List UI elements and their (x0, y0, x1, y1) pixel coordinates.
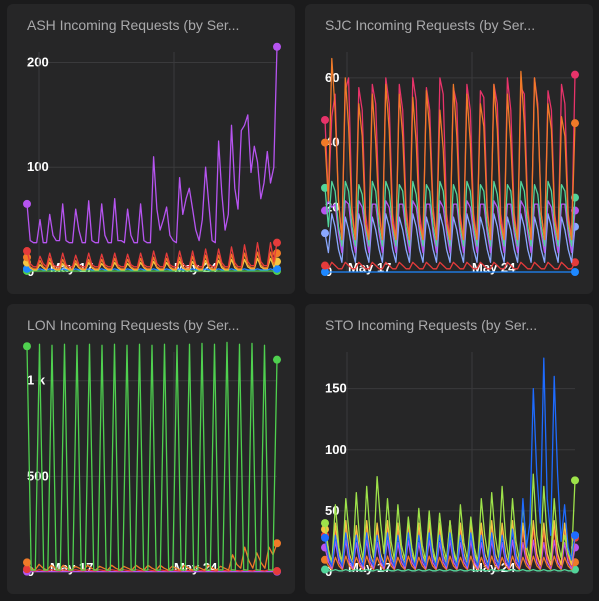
series-end-point[interactable] (571, 258, 579, 267)
y-tick-label: 100 (27, 159, 49, 174)
sto-chart-panel: STO Incoming Requests (by Ser... 0 50 100 1… (305, 304, 593, 594)
series-line[interactable] (324, 261, 576, 270)
series-line[interactable] (324, 213, 576, 263)
series-line[interactable] (26, 543, 278, 571)
series-end-point[interactable] (571, 476, 579, 485)
series-line[interactable] (26, 251, 278, 270)
series-line[interactable] (324, 180, 576, 247)
series-end-point[interactable] (571, 70, 579, 79)
series-end-point[interactable] (273, 355, 281, 364)
series-end-point[interactable] (273, 42, 281, 51)
chart-title: ASH Incoming Requests (by Ser... (27, 17, 240, 33)
series-start-point[interactable] (321, 525, 329, 534)
series-start-point[interactable] (321, 229, 329, 238)
series-start-point[interactable] (321, 115, 329, 124)
series-start-point[interactable] (321, 533, 329, 542)
series-line[interactable] (26, 46, 278, 244)
series-line[interactable] (26, 341, 278, 571)
x-tick-label: May 24 (472, 260, 516, 275)
sjc-chart-panel: SJC Incoming Requests (by Ser... 0204060… (305, 4, 593, 294)
series-line[interactable] (324, 200, 576, 254)
series-line[interactable] (324, 473, 576, 563)
y-tick-label: 1 k (27, 373, 46, 388)
series-start-point[interactable] (321, 268, 329, 276)
series-end-point[interactable] (273, 567, 281, 576)
chart-title: STO Incoming Requests (by Ser... (325, 317, 538, 333)
ash-chart-panel: ASH Incoming Requests (by Ser... 0100200… (7, 4, 295, 294)
series-start-point[interactable] (321, 138, 329, 147)
series-end-point[interactable] (273, 539, 281, 548)
series-start-point[interactable] (23, 199, 31, 208)
series-end-point[interactable] (571, 268, 579, 276)
series-end-point[interactable] (571, 531, 579, 540)
series-start-point[interactable] (23, 558, 31, 567)
y-tick-label: 500 (27, 468, 49, 483)
series-start-point[interactable] (23, 565, 31, 574)
chart-title: LON Incoming Requests (by Ser... (27, 317, 240, 333)
series-line[interactable] (324, 57, 576, 241)
series-start-point[interactable] (23, 342, 31, 351)
y-tick-label: 50 (325, 503, 339, 518)
series-line[interactable] (26, 257, 278, 271)
series-line[interactable] (26, 242, 278, 268)
series-start-point[interactable] (321, 565, 329, 574)
y-tick-label: 100 (325, 442, 347, 457)
y-tick-label: 60 (325, 70, 339, 85)
series-line[interactable] (324, 539, 576, 569)
chart-title: SJC Incoming Requests (by Ser... (325, 17, 536, 33)
series-start-point[interactable] (23, 247, 31, 256)
series-start-point[interactable] (321, 519, 329, 528)
series-start-point[interactable] (321, 261, 329, 270)
series-line[interactable] (324, 555, 576, 571)
lon-chart-panel: LON Incoming Requests (by Ser... 05001 k… (7, 304, 295, 594)
series-line[interactable] (324, 568, 576, 572)
series-end-point[interactable] (273, 238, 281, 247)
y-tick-label: 0 (325, 564, 332, 579)
y-tick-label: 200 (27, 54, 49, 69)
series-end-point[interactable] (571, 119, 579, 128)
series-line[interactable] (324, 357, 576, 567)
series-end-point[interactable] (273, 264, 281, 273)
y-tick-label: 150 (325, 381, 347, 396)
